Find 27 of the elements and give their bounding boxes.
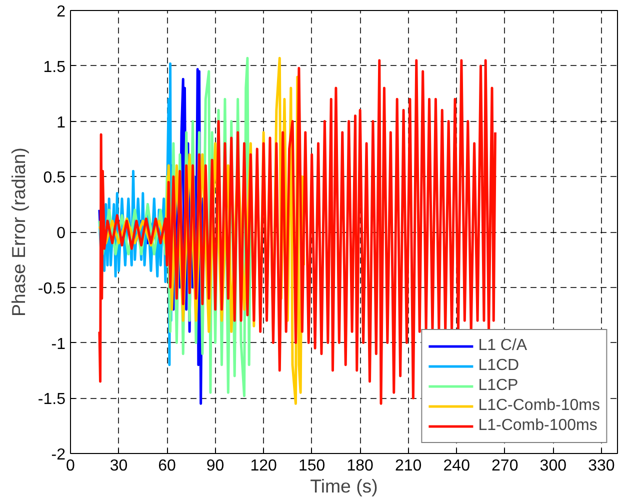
y-tick-label: 0 (56, 225, 66, 242)
legend-label: L1CD (478, 357, 520, 375)
x-tick-label: 120 (250, 458, 278, 474)
legend-label: L1-Comb-100ms (478, 417, 598, 435)
y-tick-label: 1.5 (43, 58, 66, 76)
y-tick-label: -1.5 (38, 391, 66, 408)
x-tick-label: 180 (346, 458, 374, 474)
y-axis-title: Phase Error (radian) (8, 147, 29, 317)
y-tick-label: 2 (56, 4, 66, 20)
x-tick-label: 210 (395, 458, 422, 474)
x-tick-label: 270 (492, 458, 518, 474)
x-tick-label: 60 (158, 458, 176, 474)
x-tick-label: 90 (206, 458, 224, 474)
x-tick-label: 240 (443, 458, 470, 474)
y-tick-label: 1 (56, 114, 66, 132)
x-tick-label: 300 (540, 458, 567, 474)
x-axis-title: Time (s) (310, 476, 378, 496)
legend-label: L1 C/A (478, 337, 528, 355)
x-tick-label: 330 (588, 458, 615, 474)
y-tick-label: 0.5 (43, 170, 66, 187)
legend-label: L1CP (478, 377, 518, 395)
legend-label: L1C-Comb-10ms (478, 397, 600, 415)
y-tick-label: -2 (51, 446, 66, 464)
x-tick-label: 30 (110, 458, 128, 474)
x-tick-label: 150 (298, 458, 326, 474)
y-tick-label: -0.5 (38, 280, 66, 298)
y-tick-label: -1 (51, 336, 66, 353)
